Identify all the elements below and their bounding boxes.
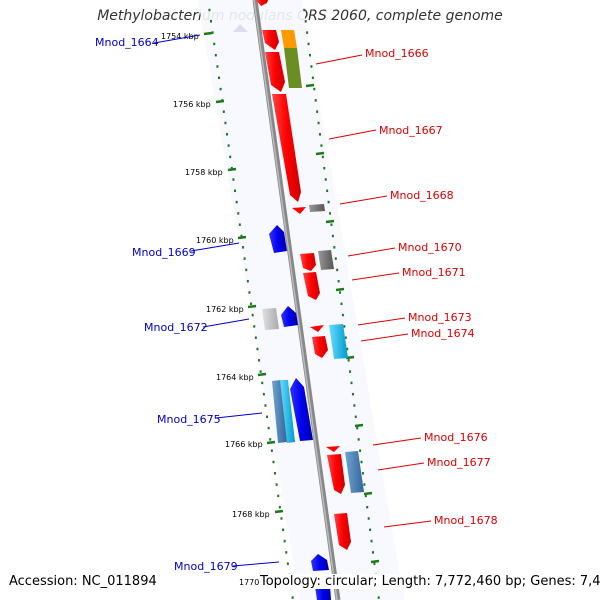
gene-forward-arrow-small[interactable] — [326, 446, 340, 452]
gene-forward-arrow-small[interactable] — [292, 207, 306, 214]
gene-forward-arrow[interactable] — [334, 513, 351, 550]
topology-text: Topology: circular; Length: 7,772,460 bp… — [260, 574, 600, 589]
gene-steel[interactable] — [345, 451, 364, 493]
gene-label-right[interactable]: Mnod_1673 — [408, 311, 472, 324]
gene-label-right[interactable]: Mnod_1677 — [427, 456, 491, 469]
kbp-label: 1764 kbp — [216, 373, 254, 382]
gene-cyan[interactable] — [280, 380, 295, 443]
gene-label-right[interactable]: Mnod_1666 — [365, 47, 429, 60]
gene-reverse-arrow[interactable] — [311, 554, 329, 571]
gene-label-right[interactable]: Mnod_1667 — [379, 124, 443, 137]
genome-backbone — [252, 0, 341, 600]
major-ticks — [203, 31, 380, 564]
gene-faded-reverse-arrow — [233, 24, 248, 32]
gene-gray[interactable] — [309, 204, 325, 212]
gene-cyan[interactable] — [329, 324, 348, 359]
gene-label-right[interactable]: Mnod_1676 — [424, 431, 488, 444]
gene-forward-arrow[interactable] — [327, 454, 345, 494]
kbp-label: 1754 kbp — [161, 32, 199, 41]
gene-forward-arrow-small[interactable] — [310, 325, 324, 332]
gene-gray[interactable] — [318, 250, 334, 270]
gene-reverse-arrow[interactable] — [269, 225, 287, 253]
gene-forward-arrow[interactable] — [265, 52, 285, 92]
kbp-label: 1762 kbp — [206, 305, 244, 314]
gene-forward-arrow[interactable] — [303, 272, 320, 300]
gene-forward-arrow[interactable] — [312, 336, 328, 358]
kbp-label: 1756 kbp — [173, 100, 211, 109]
gene-label-left[interactable]: Mnod_1679 — [174, 560, 238, 573]
gene-label-right[interactable]: Mnod_1670 — [398, 241, 462, 254]
gene-forward-arrow[interactable] — [262, 30, 279, 50]
gene-label-right[interactable]: Mnod_1671 — [402, 266, 466, 279]
gene-label-left[interactable]: Mnod_1669 — [132, 246, 196, 259]
right-tick-track — [303, 8, 380, 599]
kbp-label: 1768 kbp — [232, 510, 270, 519]
gene-label-left[interactable]: Mnod_1672 — [144, 321, 208, 334]
kbp-label: 1766 kbp — [225, 440, 263, 449]
gene-label-right[interactable]: Mnod_1668 — [390, 189, 454, 202]
gene-label-left[interactable]: Mnod_1675 — [157, 413, 221, 426]
right-leader-lines — [315, 54, 432, 528]
kbp-tick-labels: 1754 kbp 1756 kbp 1758 kbp 1760 kbp 1762… — [161, 32, 277, 587]
gene-steel[interactable] — [272, 380, 287, 443]
gene-forward-arrow[interactable] — [272, 94, 301, 202]
accession-text: Accession: NC_011894 — [9, 574, 157, 589]
gene-label-right[interactable]: Mnod_1674 — [411, 327, 475, 340]
gene-forward-arrow[interactable] — [256, 0, 268, 6]
gene-light-gray[interactable] — [262, 308, 279, 330]
kbp-label: 1760 kbp — [196, 236, 234, 245]
gene-orange[interactable] — [281, 30, 297, 48]
left-gene-labels: Mnod_1664 Mnod_1669 Mnod_1672 Mnod_1675 … — [95, 36, 238, 573]
kbp-label: 1758 kbp — [185, 168, 223, 177]
gene-reverse-arrow[interactable] — [290, 378, 313, 441]
gene-olive[interactable] — [284, 48, 302, 88]
gene-label-right[interactable]: Mnod_1678 — [434, 514, 498, 527]
gene-label-left[interactable]: Mnod_1664 — [95, 36, 159, 49]
right-gene-labels: Mnod_1666 Mnod_1667 Mnod_1668 Mnod_1670 … — [365, 47, 498, 527]
gene-features — [233, 0, 364, 600]
kbp-label: 1770 kbp — [239, 578, 277, 587]
genome-band — [198, 0, 404, 600]
gene-forward-arrow[interactable] — [300, 253, 316, 271]
left-leader-lines — [153, 34, 280, 567]
genome-backbone-highlight — [253, 0, 338, 600]
gene-reverse-arrow[interactable] — [281, 306, 298, 327]
